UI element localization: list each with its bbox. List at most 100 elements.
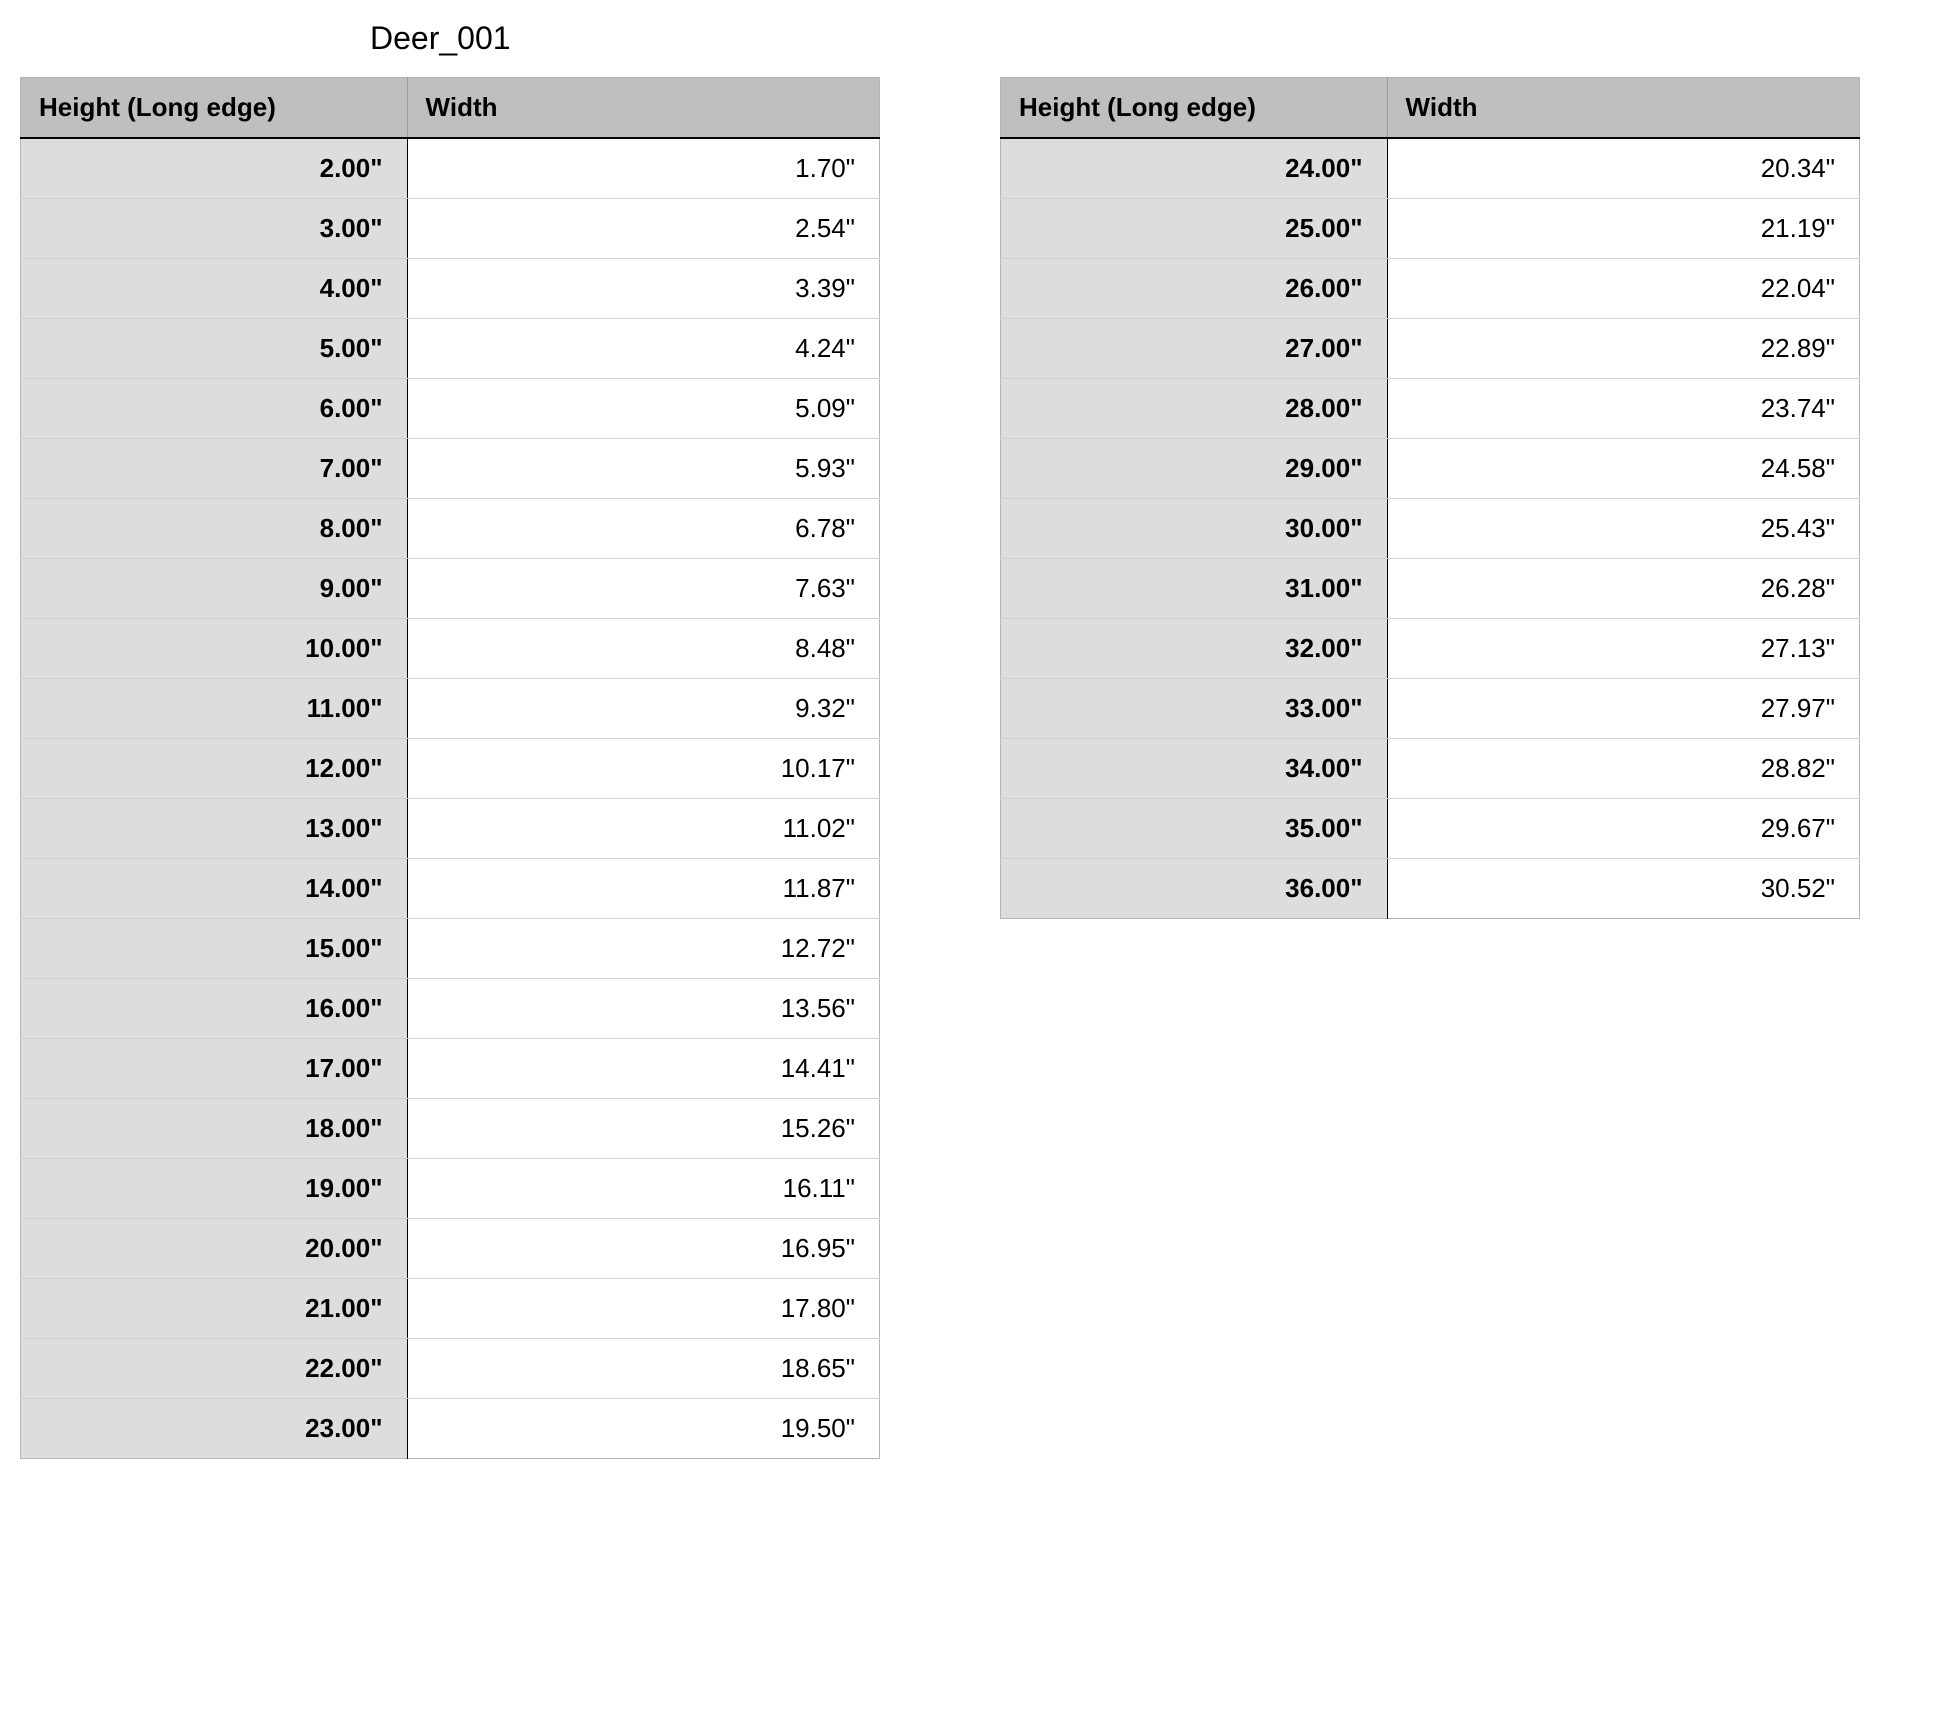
table-row: 15.00"12.72" [21,919,880,979]
width-cell: 16.11" [407,1159,879,1219]
height-cell: 34.00" [1001,739,1388,799]
table-row: 34.00"28.82" [1001,739,1860,799]
table-row: 35.00"29.67" [1001,799,1860,859]
width-cell: 22.04" [1387,259,1859,319]
height-cell: 16.00" [21,979,408,1039]
table-row: 21.00"17.80" [21,1279,880,1339]
tables-wrap: Height (Long edge) Width 2.00"1.70"3.00"… [20,77,1926,1459]
height-cell: 26.00" [1001,259,1388,319]
height-cell: 12.00" [21,739,408,799]
table-row: 13.00"11.02" [21,799,880,859]
width-cell: 19.50" [407,1399,879,1459]
height-cell: 30.00" [1001,499,1388,559]
height-cell: 33.00" [1001,679,1388,739]
width-cell: 18.65" [407,1339,879,1399]
table-row: 22.00"18.65" [21,1339,880,1399]
width-cell: 23.74" [1387,379,1859,439]
size-table-2: Height (Long edge) Width 24.00"20.34"25.… [1000,77,1860,919]
height-cell: 19.00" [21,1159,408,1219]
width-cell: 1.70" [407,138,879,199]
table-row: 25.00"21.19" [1001,199,1860,259]
table-row: 4.00"3.39" [21,259,880,319]
table-row: 14.00"11.87" [21,859,880,919]
width-cell: 13.56" [407,979,879,1039]
width-cell: 4.24" [407,319,879,379]
width-cell: 22.89" [1387,319,1859,379]
width-cell: 9.32" [407,679,879,739]
height-cell: 9.00" [21,559,408,619]
height-cell: 27.00" [1001,319,1388,379]
height-cell: 23.00" [21,1399,408,1459]
width-cell: 10.17" [407,739,879,799]
table-body-2: 24.00"20.34"25.00"21.19"26.00"22.04"27.0… [1001,138,1860,919]
height-cell: 31.00" [1001,559,1388,619]
header-width: Width [1387,78,1859,139]
height-cell: 15.00" [21,919,408,979]
table-header-row: Height (Long edge) Width [1001,78,1860,139]
table-row: 2.00"1.70" [21,138,880,199]
width-cell: 27.13" [1387,619,1859,679]
width-cell: 26.28" [1387,559,1859,619]
height-cell: 36.00" [1001,859,1388,919]
height-cell: 10.00" [21,619,408,679]
table-row: 19.00"16.11" [21,1159,880,1219]
table-row: 24.00"20.34" [1001,138,1860,199]
width-cell: 14.41" [407,1039,879,1099]
size-table-1: Height (Long edge) Width 2.00"1.70"3.00"… [20,77,880,1459]
width-cell: 24.58" [1387,439,1859,499]
width-cell: 3.39" [407,259,879,319]
width-cell: 15.26" [407,1099,879,1159]
table-row: 32.00"27.13" [1001,619,1860,679]
height-cell: 18.00" [21,1099,408,1159]
header-height: Height (Long edge) [1001,78,1388,139]
height-cell: 28.00" [1001,379,1388,439]
height-cell: 3.00" [21,199,408,259]
table-row: 18.00"15.26" [21,1099,880,1159]
width-cell: 11.02" [407,799,879,859]
table-row: 23.00"19.50" [21,1399,880,1459]
table-row: 31.00"26.28" [1001,559,1860,619]
table-row: 9.00"7.63" [21,559,880,619]
height-cell: 24.00" [1001,138,1388,199]
table-row: 26.00"22.04" [1001,259,1860,319]
height-cell: 4.00" [21,259,408,319]
height-cell: 14.00" [21,859,408,919]
height-cell: 29.00" [1001,439,1388,499]
height-cell: 2.00" [21,138,408,199]
table-row: 29.00"24.58" [1001,439,1860,499]
header-width: Width [407,78,879,139]
width-cell: 27.97" [1387,679,1859,739]
table-row: 33.00"27.97" [1001,679,1860,739]
table-row: 11.00"9.32" [21,679,880,739]
width-cell: 11.87" [407,859,879,919]
table-row: 36.00"30.52" [1001,859,1860,919]
table-row: 16.00"13.56" [21,979,880,1039]
table-row: 30.00"25.43" [1001,499,1860,559]
table-row: 8.00"6.78" [21,499,880,559]
table-row: 20.00"16.95" [21,1219,880,1279]
width-cell: 5.09" [407,379,879,439]
width-cell: 12.72" [407,919,879,979]
height-cell: 21.00" [21,1279,408,1339]
width-cell: 5.93" [407,439,879,499]
table-row: 28.00"23.74" [1001,379,1860,439]
height-cell: 17.00" [21,1039,408,1099]
height-cell: 32.00" [1001,619,1388,679]
page-title: Deer_001 [370,20,1926,57]
table-row: 17.00"14.41" [21,1039,880,1099]
height-cell: 8.00" [21,499,408,559]
width-cell: 20.34" [1387,138,1859,199]
header-height: Height (Long edge) [21,78,408,139]
width-cell: 16.95" [407,1219,879,1279]
table-row: 12.00"10.17" [21,739,880,799]
table-body-1: 2.00"1.70"3.00"2.54"4.00"3.39"5.00"4.24"… [21,138,880,1459]
height-cell: 6.00" [21,379,408,439]
width-cell: 2.54" [407,199,879,259]
height-cell: 13.00" [21,799,408,859]
width-cell: 25.43" [1387,499,1859,559]
table-row: 3.00"2.54" [21,199,880,259]
width-cell: 21.19" [1387,199,1859,259]
height-cell: 20.00" [21,1219,408,1279]
width-cell: 28.82" [1387,739,1859,799]
table-row: 6.00"5.09" [21,379,880,439]
